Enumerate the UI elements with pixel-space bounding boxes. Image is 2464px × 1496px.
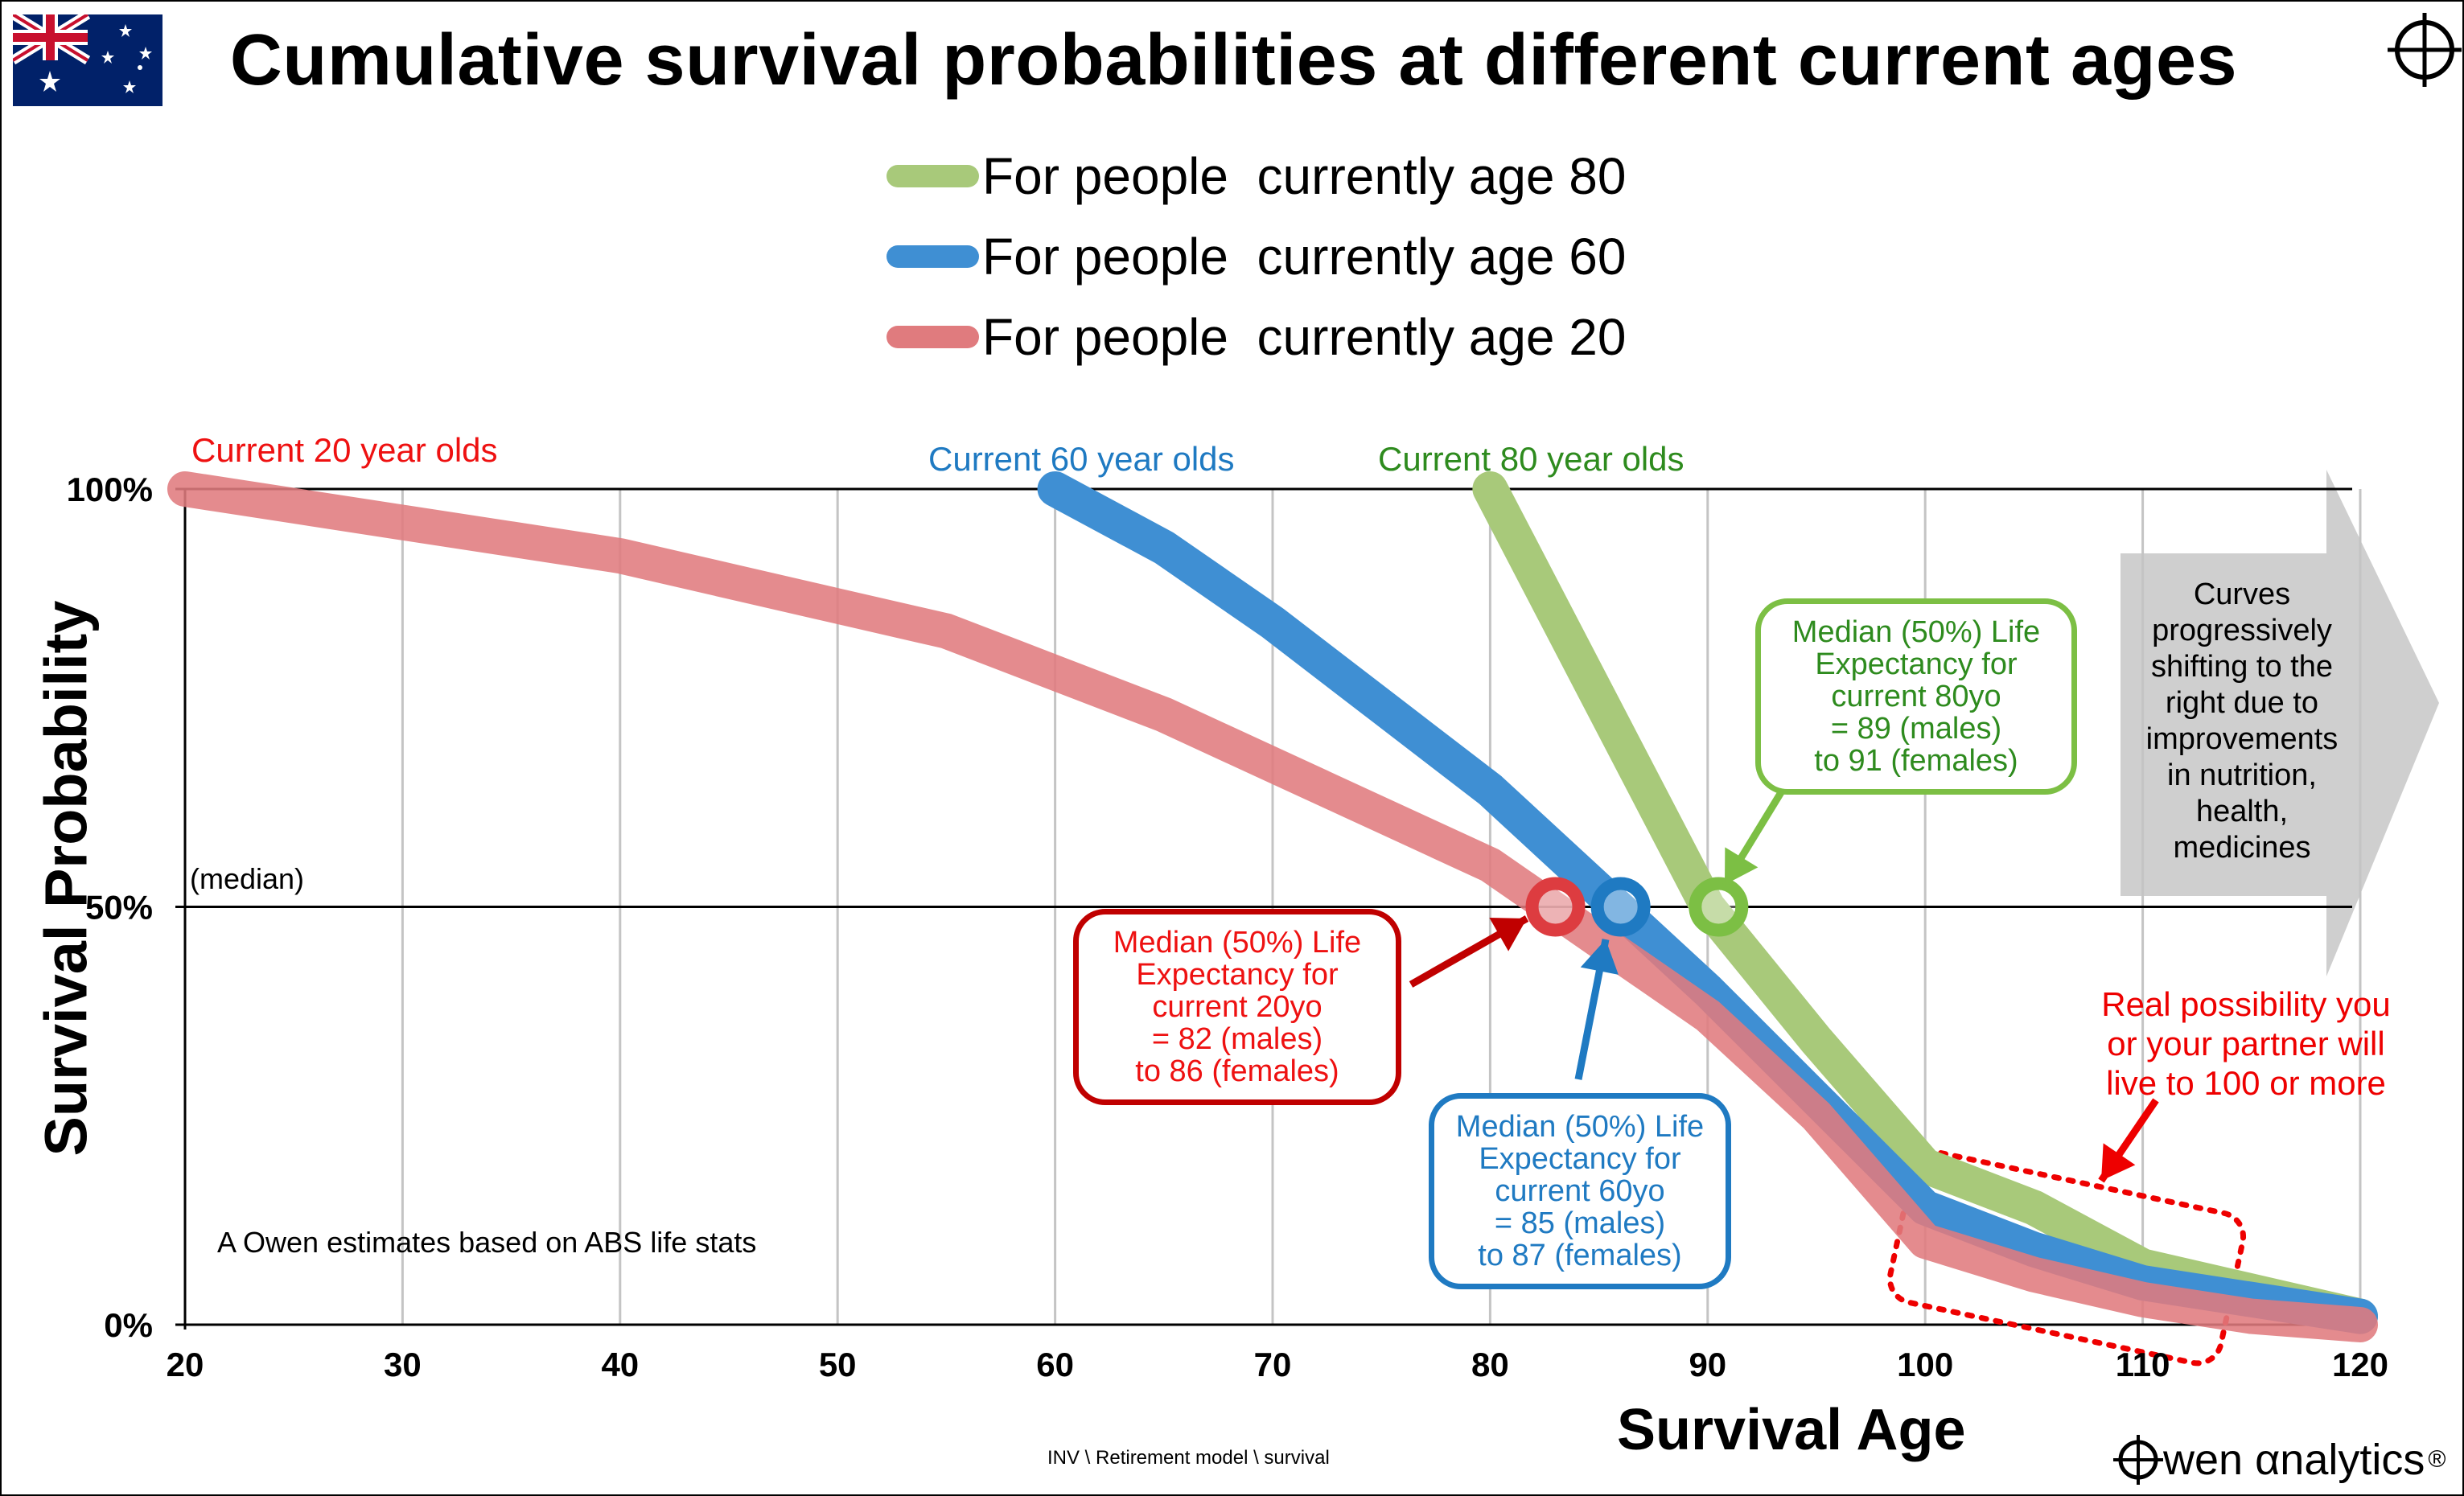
legend-swatch-age60	[886, 245, 979, 268]
chart-title: Cumulative survival probabilities at dif…	[229, 20, 2238, 101]
x-tick-label-100: 100	[1897, 1346, 1953, 1383]
legend-item-age60: For people currently age 60	[886, 220, 1626, 293]
shift-note: Curves progressively shifting to the rig…	[2145, 577, 2339, 865]
brand-name: wen αnalytics	[2163, 1436, 2425, 1484]
curve-label-age60: Current 60 year olds	[928, 440, 1235, 478]
median-marker-age20	[1525, 877, 1586, 937]
source-note: A Owen estimates based on ABS life stats	[217, 1226, 757, 1259]
brand: wen αnalytics ®	[2113, 1432, 2445, 1488]
x-tick-label-30: 30	[384, 1346, 422, 1383]
x-tick-label-20: 20	[167, 1346, 204, 1383]
pointer-real-possibility-head	[2101, 1143, 2136, 1181]
legend-swatch-age20	[886, 326, 979, 348]
x-tick-label-70: 70	[1254, 1346, 1292, 1383]
y-tick-label-50: 50%	[85, 889, 153, 927]
curve-label-age80: Current 80 year olds	[1378, 440, 1684, 478]
owen-alpha-logo-icon	[2113, 1435, 2163, 1485]
x-tick-label-60: 60	[1036, 1346, 1074, 1383]
callout-age60: Median (50%) Life Expectancy for current…	[1429, 1093, 1731, 1289]
x-tick-label-120: 120	[2332, 1346, 2388, 1383]
x-tick-label-80: 80	[1471, 1346, 1509, 1383]
legend-item-age80: For people currently age 80	[886, 140, 1626, 212]
real-possibility-note: Real possibility you or your partner wil…	[2101, 985, 2391, 1102]
legend-label-age60: For people currently age 60	[982, 228, 1627, 286]
x-axis-label: Survival Age	[1617, 1398, 1966, 1462]
y-tick-label-0: 0%	[104, 1306, 153, 1344]
pointer-age20-head	[1489, 917, 1527, 951]
brand-registered-mark: ®	[2428, 1446, 2446, 1473]
pointer-age80-head	[1725, 847, 1759, 885]
x-tick-label-50: 50	[819, 1346, 857, 1383]
curve-label-age20: Current 20 year olds	[191, 431, 498, 469]
legend-label-age80: For people currently age 80	[982, 147, 1627, 205]
median-marker-age60	[1590, 877, 1651, 937]
australia-flag-icon	[13, 14, 162, 106]
x-tick-label-40: 40	[601, 1346, 639, 1383]
crosshair-icon	[2388, 13, 2462, 87]
legend-item-age20: For people currently age 20	[886, 301, 1626, 373]
median-marker-age80	[1689, 877, 1749, 937]
median-label: (median)	[190, 862, 305, 895]
callout-age20: Median (50%) Life Expectancy for current…	[1073, 909, 1401, 1105]
x-tick-label-90: 90	[1689, 1346, 1726, 1383]
callout-age80: Median (50%) Life Expectancy for current…	[1755, 598, 2077, 795]
series-line-age20	[167, 471, 2378, 1342]
legend-swatch-age80	[886, 165, 979, 187]
x-tick-label-110: 110	[2116, 1346, 2170, 1383]
y-axis-label: Survival Probability	[32, 600, 100, 1157]
pointer-age60-head	[1580, 939, 1619, 975]
y-tick-label-100: 100%	[67, 471, 153, 508]
footer-path: INV \ Retirement model \ survival	[1047, 1447, 1330, 1469]
legend-label-age20: For people currently age 20	[982, 308, 1627, 366]
